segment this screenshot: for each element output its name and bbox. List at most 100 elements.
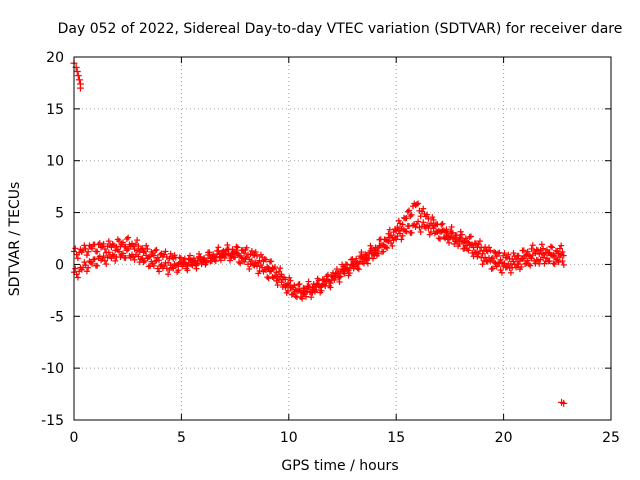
data-point xyxy=(333,270,340,277)
data-point xyxy=(415,218,422,225)
data-point xyxy=(282,276,289,283)
axis-ticks: 0 5 10 15 20 25 -15 -10 -5 0 5 10 15 20 xyxy=(41,50,620,446)
data-point xyxy=(135,243,142,250)
data-point xyxy=(427,228,434,235)
data-point xyxy=(140,259,147,266)
data-point xyxy=(556,245,563,252)
data-point xyxy=(337,273,344,280)
data-point xyxy=(362,256,369,263)
data-point xyxy=(199,258,206,265)
data-point xyxy=(89,260,96,267)
data-point xyxy=(140,249,147,256)
y-tick-label: 0 xyxy=(55,257,64,273)
data-point xyxy=(438,228,445,235)
data-point xyxy=(243,254,250,261)
data-point xyxy=(493,253,500,260)
data-point xyxy=(382,244,389,251)
data-point xyxy=(165,271,172,278)
data-point xyxy=(375,250,382,257)
data-point xyxy=(398,236,405,243)
data-point xyxy=(221,255,228,262)
data-point xyxy=(408,211,415,218)
data-point xyxy=(362,251,369,258)
data-point xyxy=(529,251,536,258)
data-point xyxy=(203,259,210,266)
data-point xyxy=(465,247,472,254)
data-point xyxy=(524,248,531,255)
data-point xyxy=(261,266,268,273)
data-point xyxy=(496,249,503,256)
data-point xyxy=(380,248,387,255)
data-point xyxy=(487,247,494,254)
data-point xyxy=(83,252,90,259)
data-point xyxy=(125,245,132,252)
data-point xyxy=(116,238,123,245)
data-point xyxy=(403,215,410,222)
data-point xyxy=(291,282,298,289)
data-point xyxy=(404,208,411,215)
data-point xyxy=(344,266,351,273)
data-point xyxy=(438,221,445,228)
data-point xyxy=(547,243,554,250)
data-point xyxy=(246,266,253,273)
data-point xyxy=(324,276,331,283)
data-point xyxy=(305,283,312,290)
data-point xyxy=(72,245,79,252)
data-point xyxy=(265,275,272,282)
data-point xyxy=(125,234,132,241)
data-point xyxy=(315,277,322,284)
data-point xyxy=(522,252,529,259)
data-point xyxy=(252,249,259,256)
data-point xyxy=(292,293,299,300)
data-point xyxy=(367,242,374,249)
data-point xyxy=(119,239,126,246)
y-tick-label: -10 xyxy=(41,361,64,377)
data-point xyxy=(466,233,473,240)
data-point xyxy=(176,254,183,261)
data-point xyxy=(424,222,431,229)
data-point xyxy=(393,236,400,243)
data-point xyxy=(524,257,531,264)
data-point xyxy=(495,260,502,267)
data-point xyxy=(263,256,270,263)
data-point xyxy=(101,257,108,264)
data-point xyxy=(501,250,508,257)
data-point xyxy=(546,258,553,265)
y-axis-label: SDTVAR / TECUs xyxy=(7,182,23,297)
data-point xyxy=(229,251,236,258)
data-point xyxy=(439,227,446,234)
data-point xyxy=(491,259,498,266)
data-point xyxy=(263,267,270,274)
data-point xyxy=(467,233,474,240)
data-point xyxy=(109,251,116,258)
data-point xyxy=(81,242,88,249)
data-point xyxy=(256,267,263,274)
data-point xyxy=(386,234,393,241)
data-point xyxy=(215,247,222,254)
data-point xyxy=(364,260,371,267)
data-point xyxy=(475,241,482,248)
data-point xyxy=(560,399,568,407)
data-point xyxy=(287,284,294,291)
data-point xyxy=(457,234,464,241)
data-point xyxy=(437,235,444,242)
data-point xyxy=(318,287,325,294)
y-tick-label: 10 xyxy=(46,154,64,170)
data-point xyxy=(131,256,138,263)
data-point xyxy=(489,265,496,272)
data-point xyxy=(407,213,414,220)
data-point xyxy=(547,251,554,258)
data-point xyxy=(475,250,482,257)
data-point xyxy=(354,265,361,272)
data-point xyxy=(234,250,241,257)
data-point xyxy=(254,263,261,270)
data-point xyxy=(96,240,103,247)
data-point xyxy=(367,247,374,254)
data-point xyxy=(193,265,200,272)
data-point xyxy=(168,264,175,271)
data-point xyxy=(73,68,81,76)
data-points xyxy=(70,59,568,407)
data-point xyxy=(549,252,556,259)
data-point xyxy=(426,231,433,238)
data-point xyxy=(518,263,525,270)
